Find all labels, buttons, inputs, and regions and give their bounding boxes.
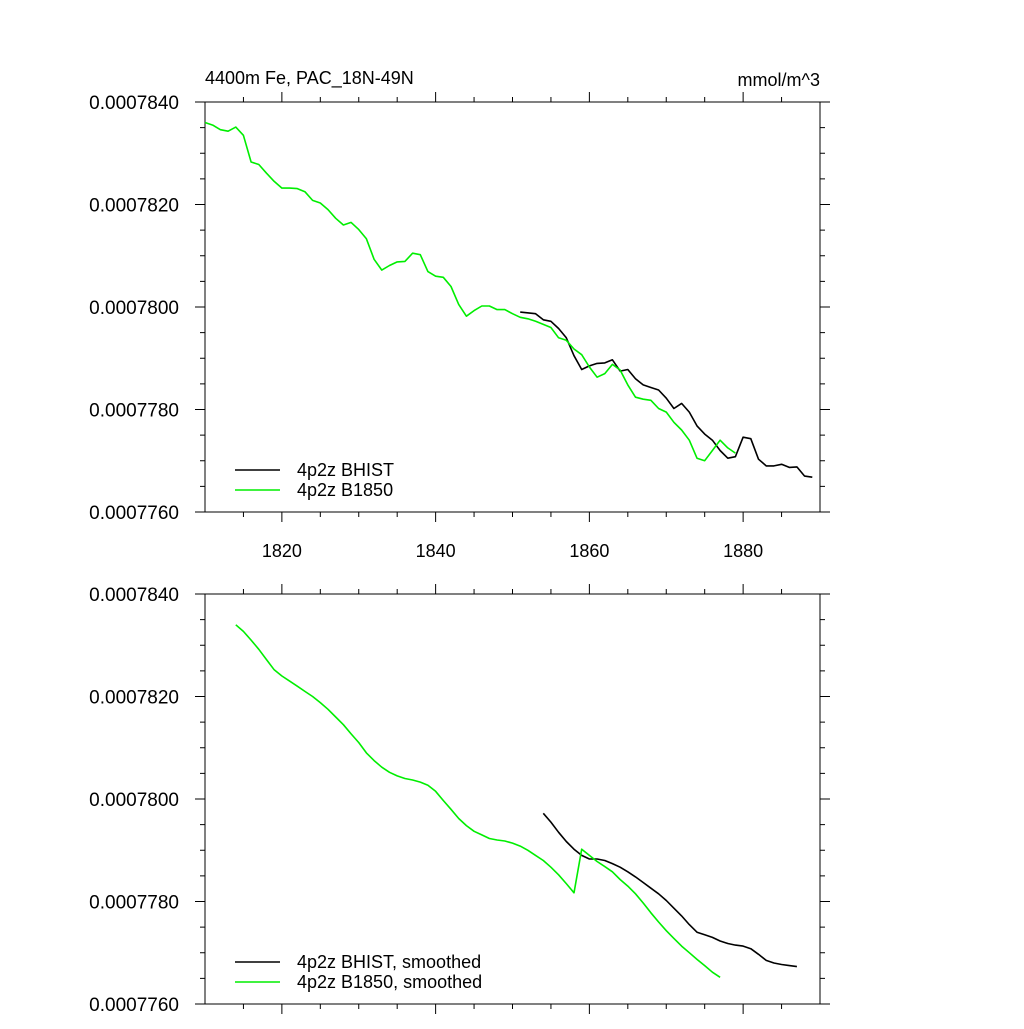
plot-title: 4400m Fe, PAC_18N-49N — [205, 68, 414, 89]
legend-label-1: 4p2z BHIST — [297, 460, 394, 480]
y-tick-label: 0.0007760 — [89, 995, 179, 1016]
plot-frame — [204, 593, 821, 1005]
legend-label-2: 4p2z B1850, smoothed — [297, 972, 482, 992]
x-tick-label: 1820 — [262, 541, 302, 561]
series-line-1 — [520, 311, 813, 478]
y-tick-label: 0.0007800 — [89, 790, 179, 811]
series-line-2 — [235, 624, 721, 978]
panel-1: 1820 1840 1860 1880 0.0007760 0.0007780 0.0007… — [89, 68, 830, 561]
legend-label-1: 4p2z BHIST, smoothed — [297, 952, 481, 972]
y-tick-label: 0.0007840 — [89, 93, 179, 114]
y-tick-label: 0.0007800 — [89, 298, 179, 319]
series-line-1 — [542, 812, 798, 968]
y-tick-label: 0.0007820 — [89, 196, 179, 217]
y-tick-label: 0.0007760 — [89, 503, 179, 524]
legend-label-2: 4p2z B1850 — [297, 480, 393, 500]
y-tick-label: 0.0007820 — [89, 688, 179, 709]
x-tick-label: 1860 — [569, 541, 609, 561]
series-line-2 — [204, 121, 736, 462]
plot-frame — [204, 101, 821, 513]
y-tick-label: 0.0007780 — [89, 893, 179, 914]
y-tick-label: 0.0007840 — [89, 585, 179, 606]
y-tick-label: 0.0007780 — [89, 401, 179, 422]
x-tick-label: 1840 — [416, 541, 456, 561]
panel-2: 0.0007760 0.0007780 0.0007800 0.0007820 0.00… — [89, 584, 830, 1016]
units-label: mmol/m^3 — [738, 70, 820, 90]
x-tick-label: 1880 — [723, 541, 763, 561]
